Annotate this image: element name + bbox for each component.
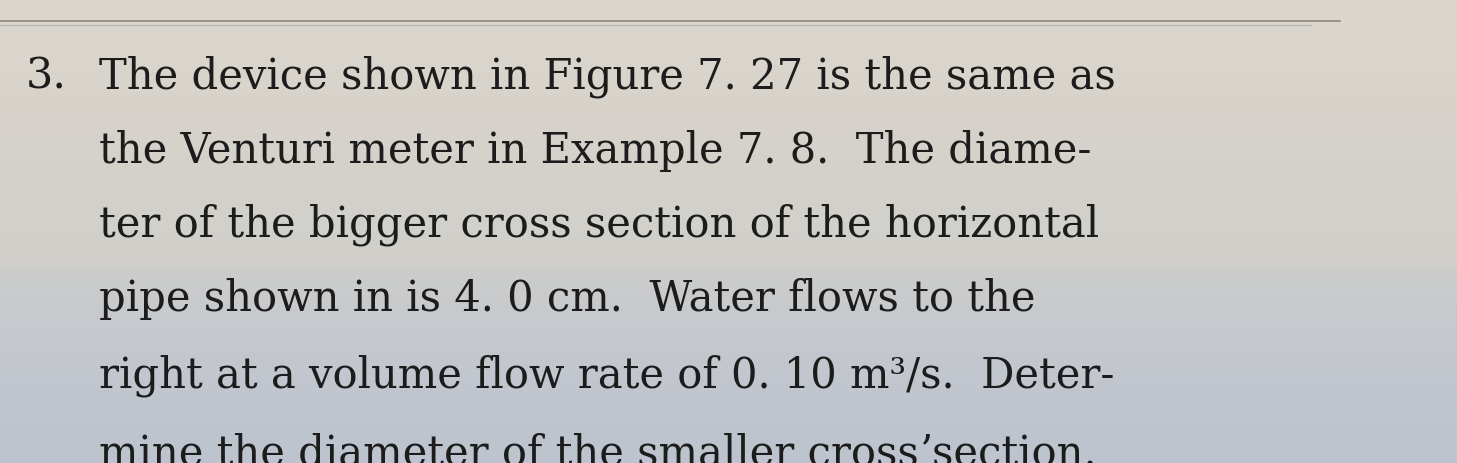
Text: mine the diameter of the smaller crossʼsection.: mine the diameter of the smaller crossʼs… — [99, 433, 1097, 463]
Text: 3.: 3. — [26, 56, 67, 98]
Text: pipe shown in is 4. 0 cm.  Water flows to the: pipe shown in is 4. 0 cm. Water flows to… — [99, 278, 1036, 320]
Text: right at a volume flow rate of 0. 10 m³/s.  Deter-: right at a volume flow rate of 0. 10 m³/… — [99, 354, 1115, 397]
Text: the Venturi meter in Example 7. 8.  The diame-: the Venturi meter in Example 7. 8. The d… — [99, 130, 1091, 172]
Text: ter of the bigger cross section of the horizontal: ter of the bigger cross section of the h… — [99, 204, 1099, 246]
Text: The device shown in Figure 7. 27 is the same as: The device shown in Figure 7. 27 is the … — [99, 56, 1116, 98]
